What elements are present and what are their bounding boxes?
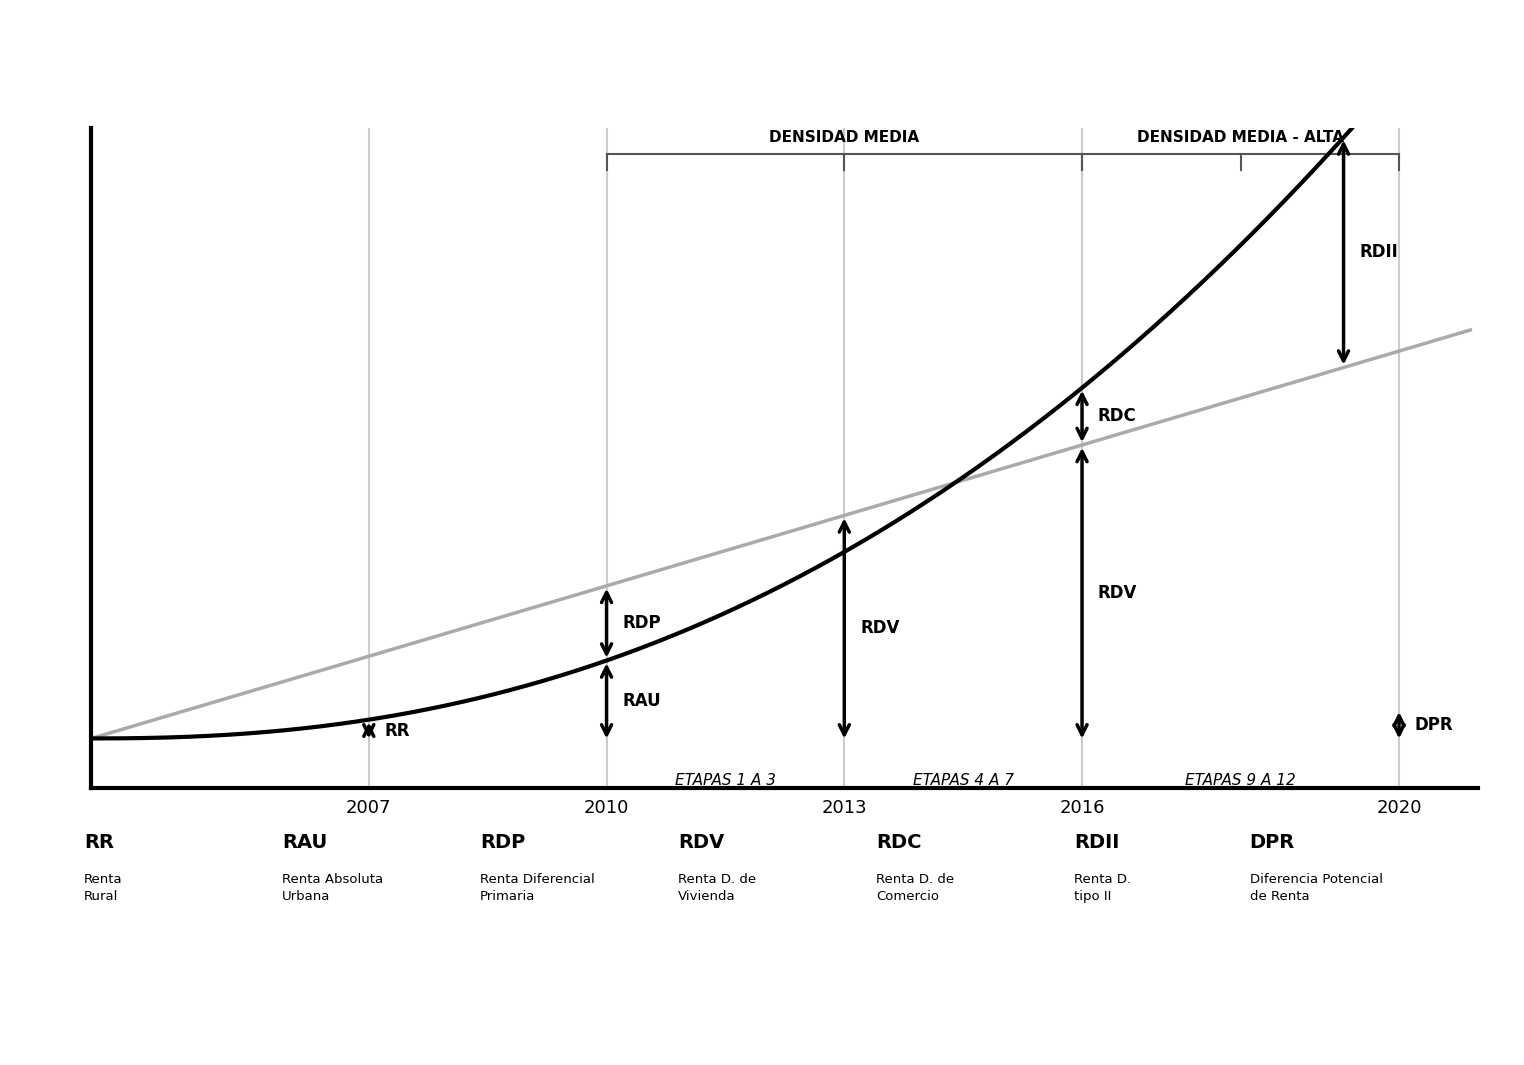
Text: RDII: RDII [1074,833,1120,852]
Text: RDV: RDV [678,833,724,852]
Text: Renta D. de
Vivienda: Renta D. de Vivienda [678,873,756,903]
Text: RDP: RDP [480,833,526,852]
Text: RAU: RAU [282,833,328,852]
Text: RAU: RAU [622,692,661,710]
Text: Renta D. de
Comercio: Renta D. de Comercio [876,873,954,903]
Text: RDII: RDII [1359,244,1398,262]
Text: ETAPAS 9 A 12: ETAPAS 9 A 12 [1186,773,1295,788]
Text: Renta
Rural: Renta Rural [84,873,122,903]
Text: Diferencia Potencial
de Renta: Diferencia Potencial de Renta [1250,873,1382,903]
Text: RR: RR [84,833,114,852]
Text: RR: RR [384,721,410,739]
Text: ETAPAS 4 A 7: ETAPAS 4 A 7 [913,773,1013,788]
Text: RDP: RDP [622,615,661,633]
Text: DPR: DPR [1250,833,1295,852]
Text: Renta Diferencial
Primaria: Renta Diferencial Primaria [480,873,594,903]
Text: RDC: RDC [1097,408,1137,425]
Text: DENSIDAD MEDIA - ALTA: DENSIDAD MEDIA - ALTA [1137,130,1344,145]
Text: Renta D.
tipo II: Renta D. tipo II [1074,873,1131,903]
Text: RDC: RDC [876,833,922,852]
Text: Renta Absoluta
Urbana: Renta Absoluta Urbana [282,873,383,903]
Text: RDV: RDV [860,620,899,637]
Text: DENSIDAD MEDIA: DENSIDAD MEDIA [770,130,919,145]
Text: ETAPAS 1 A 3: ETAPAS 1 A 3 [675,773,776,788]
Text: DPR: DPR [1414,717,1454,734]
Text: RDV: RDV [1097,585,1137,602]
